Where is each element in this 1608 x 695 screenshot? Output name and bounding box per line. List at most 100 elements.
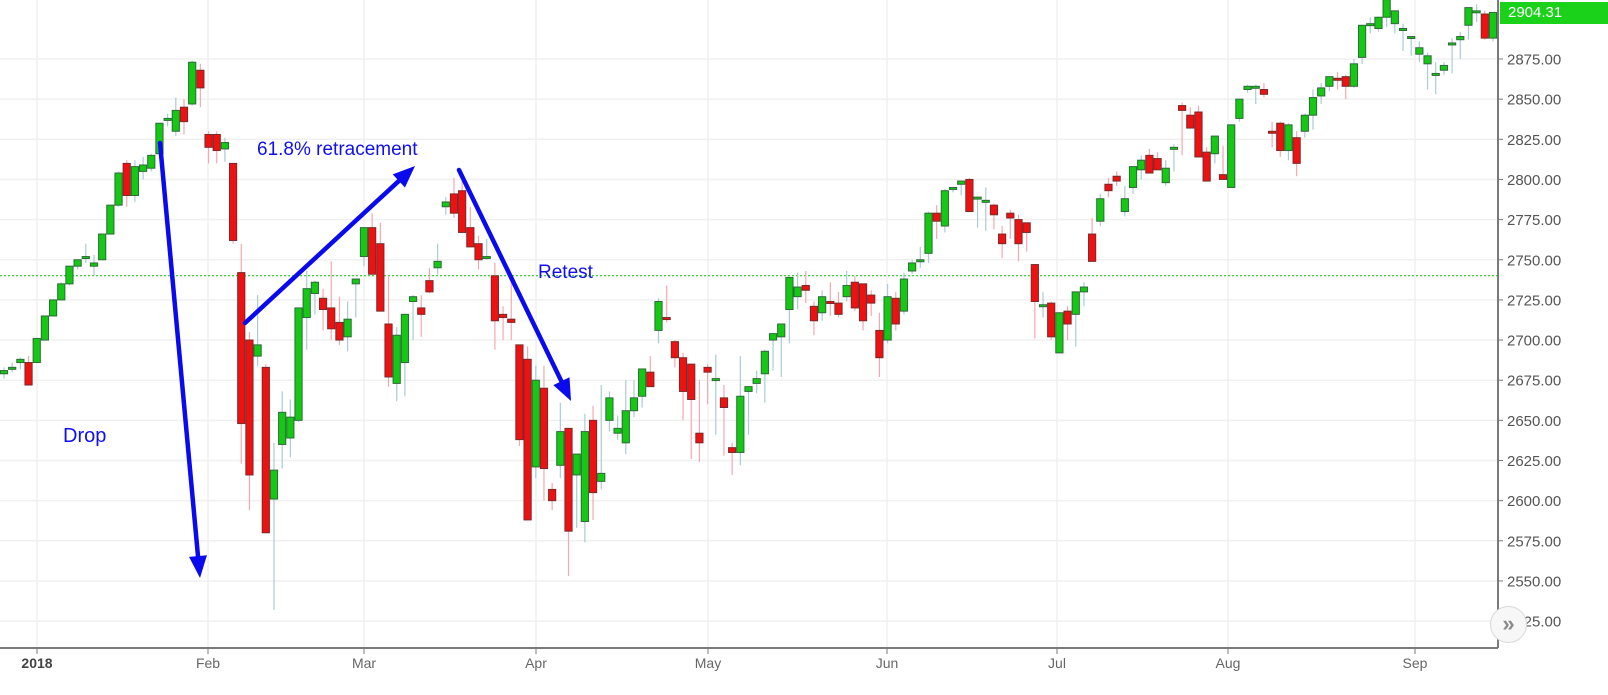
y-tick-label: 2850.00 — [1507, 92, 1561, 109]
candle — [1227, 124, 1236, 188]
candle — [1022, 222, 1031, 252]
candle-up — [1439, 64, 1449, 71]
candle — [998, 226, 1007, 259]
candle — [73, 259, 82, 270]
candle — [1488, 11, 1498, 42]
candle-up — [777, 323, 786, 338]
candle-up — [1038, 304, 1048, 308]
candle-up — [294, 307, 303, 421]
candle-up — [408, 296, 418, 303]
candle-down — [1006, 212, 1015, 219]
candle — [1292, 131, 1301, 177]
candle — [408, 295, 418, 341]
candle — [572, 453, 581, 528]
candle-up — [1464, 7, 1473, 26]
candle — [883, 283, 892, 344]
candle-up — [629, 397, 639, 412]
candle — [916, 246, 925, 268]
candle-up — [842, 284, 851, 298]
candle — [359, 227, 369, 267]
candle-down — [826, 301, 835, 305]
candle-up — [940, 190, 949, 227]
candle-up — [1374, 16, 1383, 29]
candle — [1243, 84, 1252, 93]
arrow-shaft — [242, 178, 402, 326]
candle — [89, 254, 99, 276]
candle — [989, 203, 999, 230]
candle — [228, 162, 238, 244]
candle — [858, 283, 868, 331]
candle — [130, 160, 140, 202]
candle — [826, 282, 835, 316]
candle — [703, 364, 712, 405]
candle — [1112, 171, 1121, 186]
candle — [8, 362, 17, 373]
candle — [1218, 145, 1228, 180]
candle — [1006, 209, 1015, 239]
candle — [343, 301, 352, 352]
candle — [957, 180, 966, 196]
candle-down — [695, 432, 704, 444]
x-tick-label: May — [695, 655, 721, 671]
candle-up — [908, 262, 917, 272]
candle-down — [719, 397, 729, 409]
candle-down — [376, 243, 385, 312]
candle-up — [1415, 47, 1424, 55]
candle — [1079, 282, 1089, 307]
candle — [188, 60, 197, 106]
candle-up — [1325, 76, 1334, 87]
candle-up — [65, 265, 74, 285]
candle-up — [899, 278, 909, 312]
candle — [1439, 62, 1449, 76]
candle — [728, 442, 737, 475]
candle-up — [785, 276, 794, 311]
candle — [482, 238, 491, 260]
candle — [809, 301, 819, 336]
candle-up — [400, 313, 409, 364]
y-tick-label: 2650.00 — [1507, 413, 1561, 430]
candle — [1153, 152, 1162, 171]
candle-up — [286, 416, 295, 439]
candle — [32, 337, 41, 364]
candle — [1284, 123, 1293, 161]
candle-up — [138, 164, 148, 172]
candle — [261, 364, 270, 534]
arrow-shaft — [456, 167, 564, 384]
candle-down — [1202, 151, 1211, 182]
candle-up — [1169, 146, 1179, 150]
candle-up — [1447, 42, 1457, 46]
candle — [318, 288, 328, 331]
x-tick-label: 2018 — [21, 655, 52, 671]
candle — [940, 189, 949, 233]
candle-down — [425, 280, 434, 293]
candle-up — [1128, 166, 1138, 188]
candle — [948, 186, 958, 193]
candle — [1194, 105, 1203, 158]
candle — [1186, 107, 1195, 129]
candle-down — [588, 419, 598, 494]
candle — [57, 282, 66, 301]
candle-down — [678, 357, 688, 392]
candle — [1308, 89, 1318, 130]
candle — [466, 206, 475, 248]
candle — [1071, 291, 1080, 347]
candle-down — [1292, 137, 1301, 164]
candle-up — [1488, 11, 1498, 39]
scroll-to-latest-button[interactable]: » — [1490, 606, 1527, 643]
candle — [531, 365, 540, 479]
candle — [1423, 52, 1432, 90]
candle-up — [638, 368, 647, 397]
candle-up — [48, 299, 58, 317]
candle — [1038, 291, 1048, 318]
candle-up — [1317, 87, 1326, 97]
y-tick-label: 2825.00 — [1507, 132, 1561, 149]
candle-down — [1268, 130, 1277, 134]
candle — [1014, 214, 1023, 262]
candle — [1390, 10, 1399, 34]
retracement-arrow — [242, 166, 415, 326]
candle-down — [245, 339, 254, 476]
y-tick-label: 2550.00 — [1507, 573, 1561, 590]
candle-down — [1014, 219, 1023, 245]
